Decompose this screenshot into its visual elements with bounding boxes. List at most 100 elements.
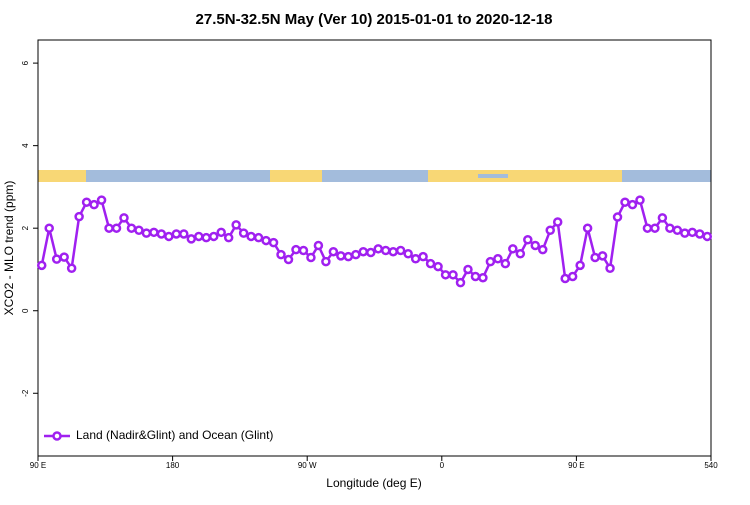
data-point xyxy=(223,232,234,243)
data-point xyxy=(89,199,99,210)
data-point xyxy=(373,244,383,254)
data-point xyxy=(590,252,600,263)
plot-frame xyxy=(37,39,712,457)
data-point xyxy=(642,223,653,233)
data-point xyxy=(500,258,511,269)
chart-title: 27.5N-32.5N May (Ver 10) 2015-01-01 to 2… xyxy=(196,11,553,28)
data-point xyxy=(366,247,376,258)
y-tick-label: 6 xyxy=(21,60,30,65)
data-point xyxy=(164,231,174,242)
data-point xyxy=(493,253,503,264)
data-point xyxy=(635,195,645,205)
data-point xyxy=(455,277,466,288)
data-point xyxy=(418,251,428,262)
data-point xyxy=(253,232,264,243)
data-point xyxy=(425,258,436,269)
data-point xyxy=(208,231,219,242)
data-point xyxy=(96,195,107,205)
data-point xyxy=(126,223,137,233)
x-tick-label: 540 xyxy=(704,461,718,470)
data-point xyxy=(283,254,294,265)
data-point xyxy=(66,263,77,273)
data-point xyxy=(179,229,189,239)
data-point xyxy=(171,229,182,239)
data-point xyxy=(463,264,473,275)
data-point xyxy=(597,251,608,261)
data-point xyxy=(81,197,92,207)
data-point xyxy=(231,220,241,230)
data-point xyxy=(620,197,630,207)
y-tick-label: 0 xyxy=(21,308,30,313)
data-point xyxy=(313,240,324,251)
data-point xyxy=(328,246,339,257)
data-point xyxy=(298,245,309,256)
y-tick-label: 2 xyxy=(21,225,30,230)
data-point xyxy=(380,245,391,256)
data-point xyxy=(395,245,406,256)
y-axis-label: XCO2 - MLO trend (ppm) xyxy=(2,181,16,316)
data-point xyxy=(575,260,585,271)
data-point xyxy=(276,249,286,260)
data-point xyxy=(552,217,563,227)
data-point xyxy=(149,227,159,238)
data-point xyxy=(194,231,204,242)
data-point xyxy=(358,246,369,257)
y-tick-label: 4 xyxy=(21,143,30,148)
data-point xyxy=(508,244,518,254)
data-point xyxy=(59,252,69,262)
data-point xyxy=(351,249,361,260)
data-point xyxy=(470,271,481,282)
data-point xyxy=(238,228,249,238)
data-point xyxy=(448,270,458,280)
data-point xyxy=(433,261,443,272)
x-tick-label: 0 xyxy=(440,461,445,470)
data-point xyxy=(695,229,705,239)
data-point xyxy=(336,251,346,261)
legend-label: Land (Nadir&Glint) and Ocean (Glint) xyxy=(76,428,273,442)
data-point xyxy=(657,213,668,223)
data-point xyxy=(523,234,533,245)
data-point xyxy=(440,270,451,280)
data-point xyxy=(672,225,683,236)
data-point xyxy=(216,227,226,238)
data-point xyxy=(268,237,279,248)
data-point xyxy=(665,223,675,233)
data-point xyxy=(306,252,316,263)
data-point xyxy=(141,228,152,238)
legend-marker xyxy=(52,431,62,441)
data-point xyxy=(44,223,54,233)
data-point xyxy=(74,211,84,222)
data-point xyxy=(582,223,593,233)
data-point xyxy=(51,254,62,264)
data-point xyxy=(650,223,660,233)
data-point xyxy=(104,223,114,233)
data-point xyxy=(388,246,398,257)
data-point xyxy=(261,235,271,246)
data-point xyxy=(478,272,488,283)
data-point xyxy=(343,251,354,262)
x-tick-label: 90 E xyxy=(568,461,584,470)
data-point xyxy=(538,244,548,255)
data-point xyxy=(321,256,331,267)
land-ocean-strip xyxy=(38,170,711,182)
data-point xyxy=(687,227,698,238)
data-point xyxy=(560,273,570,284)
data-point xyxy=(156,229,167,239)
data-point xyxy=(627,199,638,210)
data-point xyxy=(36,260,47,271)
data-point xyxy=(403,249,413,259)
data-point xyxy=(134,225,144,236)
data-point xyxy=(605,263,615,273)
data-point xyxy=(680,228,690,238)
data-point xyxy=(545,225,555,236)
data-point xyxy=(515,249,526,259)
data-point xyxy=(612,212,623,222)
data-point xyxy=(186,234,197,244)
x-axis-label: Longitude (deg E) xyxy=(326,476,421,490)
data-point xyxy=(485,256,496,267)
x-tick-label: 90 W xyxy=(298,461,317,470)
x-tick-label: 180 xyxy=(166,461,180,470)
data-point xyxy=(201,232,211,243)
data-point xyxy=(119,213,129,223)
